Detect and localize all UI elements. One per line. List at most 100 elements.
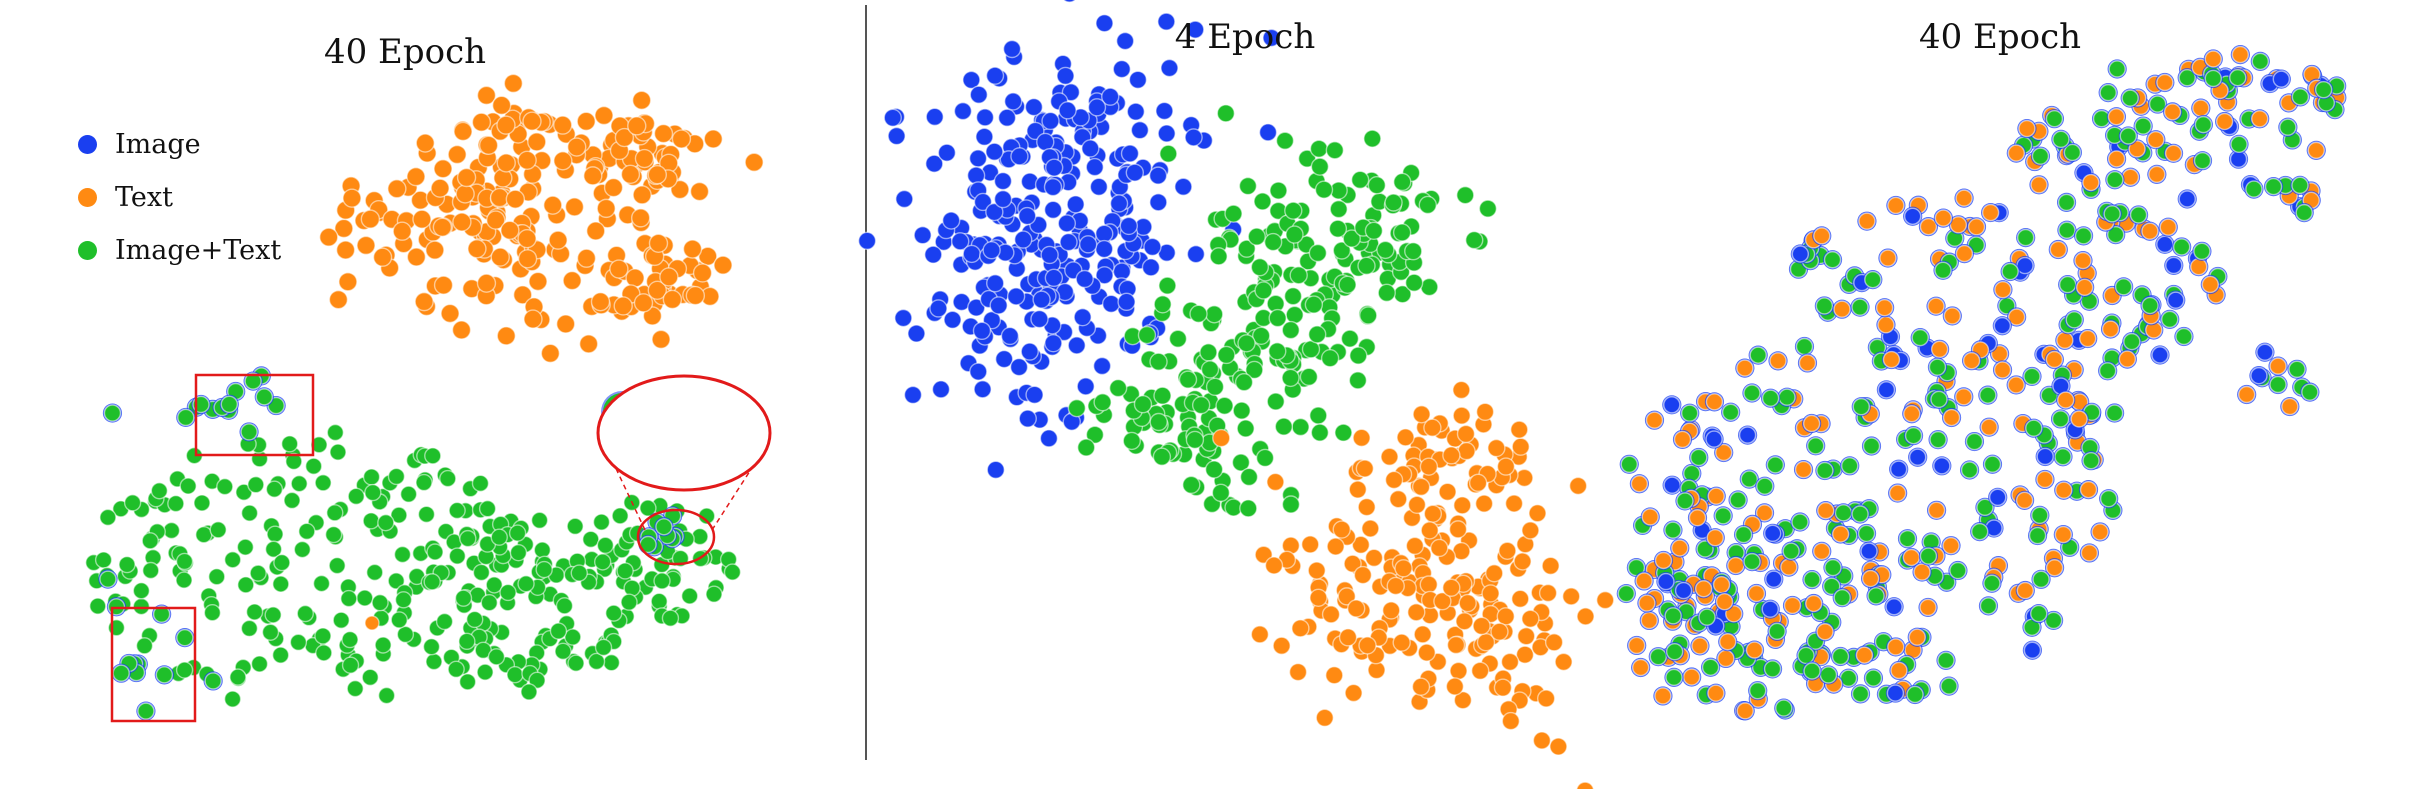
mixed-point <box>2108 60 2126 78</box>
image-point <box>1085 157 1104 177</box>
text-point <box>1455 612 1474 631</box>
text-point <box>1389 489 1408 509</box>
mixed-point <box>1715 593 1734 611</box>
mixed-point <box>2121 89 2139 107</box>
mixed-point <box>1761 389 1780 407</box>
mixed-point <box>2121 168 2140 186</box>
text-point <box>1504 494 1524 513</box>
image-point <box>1030 309 1049 329</box>
mixed-point <box>1645 411 1664 429</box>
image-point <box>985 66 1005 85</box>
mixed-point <box>1927 297 1945 315</box>
image-text-point <box>1281 368 1300 388</box>
mixed-point <box>1756 477 1774 495</box>
mixed-point <box>1763 660 1782 678</box>
image-point <box>1067 336 1086 355</box>
mixed-point <box>2141 222 2159 240</box>
image-text-point <box>142 561 160 580</box>
image-text-point <box>566 517 584 535</box>
mixed-point <box>1688 509 1707 527</box>
mixed-point <box>1851 685 1870 703</box>
mixed-point <box>1763 524 1782 543</box>
mixed-point <box>2229 68 2247 87</box>
image-text-point <box>1289 266 1308 285</box>
mixed-point <box>1882 350 1901 369</box>
text-point <box>456 167 477 188</box>
image-text-point <box>326 423 345 442</box>
image-point <box>1003 92 1023 111</box>
text-point <box>567 137 587 157</box>
mixed-point <box>2163 103 2182 121</box>
image-text-point <box>1253 192 1272 211</box>
text-point <box>1412 405 1431 424</box>
image-point <box>925 154 944 173</box>
mixed-point <box>1791 513 1809 531</box>
text-point <box>491 95 512 116</box>
image-text-point <box>1465 230 1484 250</box>
mixed-point <box>1979 386 1997 404</box>
image-point <box>1058 101 1077 120</box>
image-text-point <box>393 545 412 564</box>
mixed-point <box>1797 646 1815 665</box>
mixed-point <box>2279 118 2297 136</box>
image-text-point <box>123 494 142 512</box>
mixed-point <box>2148 165 2166 184</box>
image-point <box>1120 144 1140 163</box>
text-point <box>1485 564 1504 583</box>
text-point <box>653 123 674 144</box>
image-text-point <box>1200 360 1220 379</box>
mixed-point <box>1769 352 1787 370</box>
image-text-point <box>723 563 742 581</box>
mixed-point <box>1955 244 1974 263</box>
image-text-point <box>1364 221 1384 241</box>
mixed-point <box>1620 455 1638 474</box>
text-point <box>512 285 533 305</box>
text-point <box>387 179 407 199</box>
legend-marker-image-text <box>78 241 97 260</box>
text-point <box>1568 476 1588 496</box>
image-text-point <box>1085 425 1105 445</box>
text-point <box>1344 683 1363 703</box>
image-text-point <box>396 625 415 644</box>
image-text-point <box>1325 141 1345 160</box>
mixed-point <box>1682 668 1701 686</box>
text-point <box>703 129 723 149</box>
mixed-point <box>2031 147 2050 165</box>
mixed-point <box>2272 70 2290 88</box>
image-text-point <box>480 594 498 612</box>
image-text-point <box>314 627 332 645</box>
mixed-point <box>2016 228 2035 247</box>
image-text-point <box>244 372 262 390</box>
text-point <box>1515 645 1535 664</box>
text-point <box>425 240 445 260</box>
image-text-point <box>1299 367 1319 387</box>
image-point <box>1115 31 1135 51</box>
image-point <box>1149 193 1168 212</box>
image-text-point <box>347 487 365 506</box>
image-text-point <box>681 587 699 605</box>
text-point <box>1576 781 1595 789</box>
image-text-point <box>94 551 113 569</box>
image-text-point <box>1191 395 1211 415</box>
image-text-point <box>1252 326 1271 346</box>
image-text-point <box>135 637 154 655</box>
text-point <box>651 329 671 350</box>
image-point <box>1101 87 1120 106</box>
mixed-point <box>2023 367 2041 386</box>
mixed-point <box>1919 547 1938 565</box>
image-text-point <box>1377 283 1396 303</box>
mixed-point <box>1721 403 1740 421</box>
text-point <box>517 249 538 269</box>
image-point <box>1094 239 1114 259</box>
image-point <box>967 298 986 317</box>
image-point <box>1000 326 1020 346</box>
mixed-point <box>1816 623 1834 641</box>
image-text-point <box>208 568 226 586</box>
image-text-point <box>1349 346 1368 365</box>
mixed-point <box>1867 587 1885 605</box>
mixed-point <box>1993 361 2012 379</box>
mixed-point <box>1714 507 1732 525</box>
mixed-point <box>1795 337 1814 356</box>
image-point <box>1130 120 1150 140</box>
mixed-point <box>2075 278 2094 297</box>
